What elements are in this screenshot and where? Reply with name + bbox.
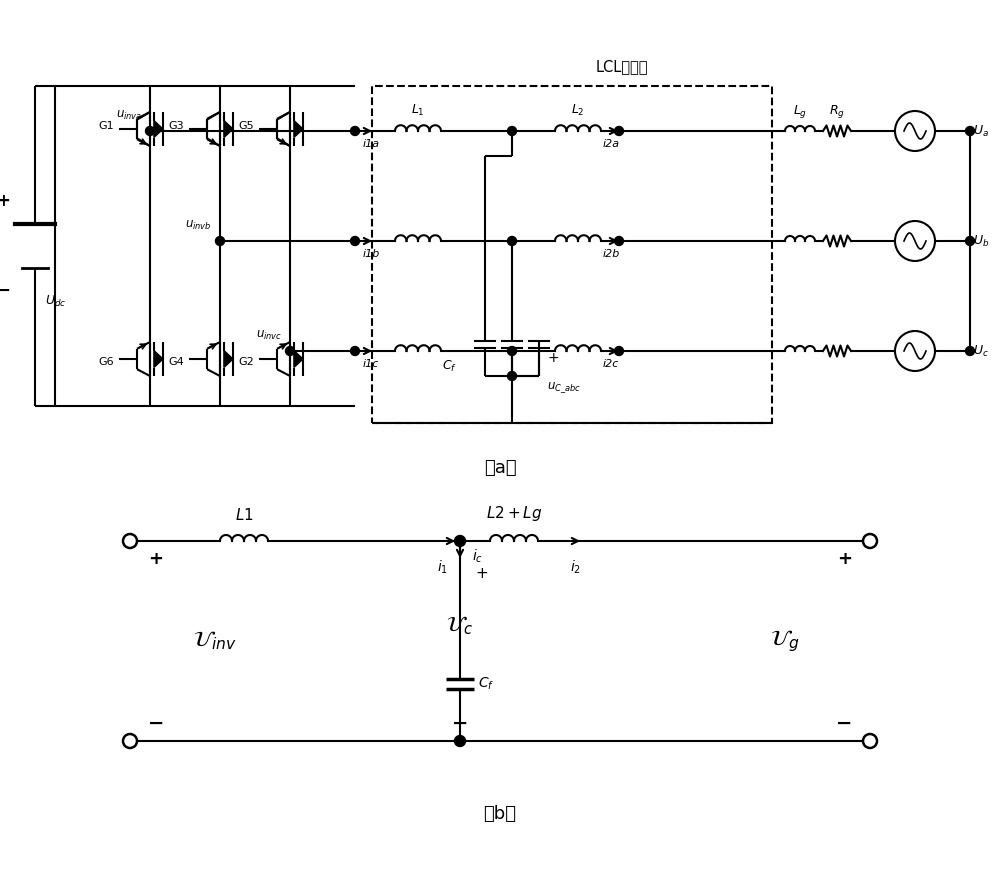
Circle shape: [614, 126, 624, 135]
Text: $u_{C\_abc}$: $u_{C\_abc}$: [547, 381, 581, 395]
Text: $L2+Lg$: $L2+Lg$: [486, 504, 542, 523]
Text: G5: G5: [238, 121, 254, 131]
Text: −: −: [836, 713, 852, 733]
Text: −: −: [452, 713, 468, 733]
Text: −: −: [547, 416, 560, 430]
Text: $L_1$: $L_1$: [411, 103, 425, 118]
Text: $U_b$: $U_b$: [973, 234, 989, 248]
Circle shape: [351, 126, 360, 135]
Text: −: −: [148, 713, 164, 733]
Text: G1: G1: [98, 121, 114, 131]
Text: $i_2$: $i_2$: [570, 559, 582, 576]
Text: $u_{invb}$: $u_{invb}$: [185, 219, 212, 232]
Text: G3: G3: [168, 121, 184, 131]
Text: （b）: （b）: [484, 805, 516, 823]
Circle shape: [351, 237, 360, 246]
Text: $L_g$: $L_g$: [793, 103, 807, 120]
Polygon shape: [294, 120, 303, 137]
Circle shape: [454, 536, 466, 547]
Circle shape: [286, 347, 294, 356]
Text: +: +: [547, 351, 559, 365]
Text: $U_c$: $U_c$: [973, 343, 989, 358]
Text: +: +: [148, 550, 163, 568]
Text: $C_f$: $C_f$: [442, 358, 457, 374]
Text: （a）: （a）: [484, 459, 516, 477]
Polygon shape: [154, 350, 163, 367]
Circle shape: [351, 347, 360, 356]
Text: $L1$: $L1$: [235, 507, 253, 523]
Circle shape: [614, 237, 624, 246]
Text: $C_f$: $C_f$: [478, 676, 494, 693]
Text: $u_{invc}$: $u_{invc}$: [256, 329, 282, 342]
Text: i2a: i2a: [603, 139, 620, 149]
Text: i1a: i1a: [363, 139, 380, 149]
Circle shape: [508, 372, 516, 381]
Circle shape: [146, 126, 154, 135]
Text: +: +: [475, 565, 488, 581]
Text: +: +: [0, 192, 10, 210]
Polygon shape: [154, 120, 163, 137]
Circle shape: [508, 347, 516, 356]
Circle shape: [216, 237, 225, 246]
Text: −: −: [0, 282, 11, 300]
Text: G6: G6: [98, 358, 114, 367]
Circle shape: [508, 126, 516, 135]
Text: G4: G4: [168, 358, 184, 367]
Text: i1b: i1b: [363, 249, 380, 259]
Circle shape: [965, 237, 974, 246]
Text: $\mathcal{U}_{c}$: $\mathcal{U}_{c}$: [446, 615, 474, 637]
Text: $L_2$: $L_2$: [571, 103, 585, 118]
Polygon shape: [224, 120, 233, 137]
Polygon shape: [224, 350, 233, 367]
Bar: [372, 86, 772, 423]
Circle shape: [508, 237, 516, 246]
Text: G2: G2: [238, 358, 254, 367]
Text: +: +: [837, 550, 852, 568]
Circle shape: [614, 347, 624, 356]
Text: $\mathcal{U}_{g}$: $\mathcal{U}_{g}$: [770, 628, 800, 654]
Text: $U_{dc}$: $U_{dc}$: [45, 294, 66, 308]
Circle shape: [965, 126, 974, 135]
Polygon shape: [294, 350, 303, 367]
Text: $i_c$: $i_c$: [472, 547, 483, 564]
Text: i2c: i2c: [603, 359, 619, 369]
Circle shape: [454, 736, 466, 746]
Text: LCL滤波器: LCL滤波器: [596, 59, 648, 74]
Circle shape: [965, 347, 974, 356]
Text: $i_1$: $i_1$: [437, 559, 448, 576]
Text: $U_a$: $U_a$: [973, 124, 989, 139]
Text: $u_{inva}$: $u_{inva}$: [116, 109, 142, 122]
Text: $\mathcal{U}_{inv}$: $\mathcal{U}_{inv}$: [193, 630, 237, 652]
Text: i2b: i2b: [603, 249, 620, 259]
Text: i1c: i1c: [363, 359, 379, 369]
Text: $R_g$: $R_g$: [829, 103, 845, 120]
